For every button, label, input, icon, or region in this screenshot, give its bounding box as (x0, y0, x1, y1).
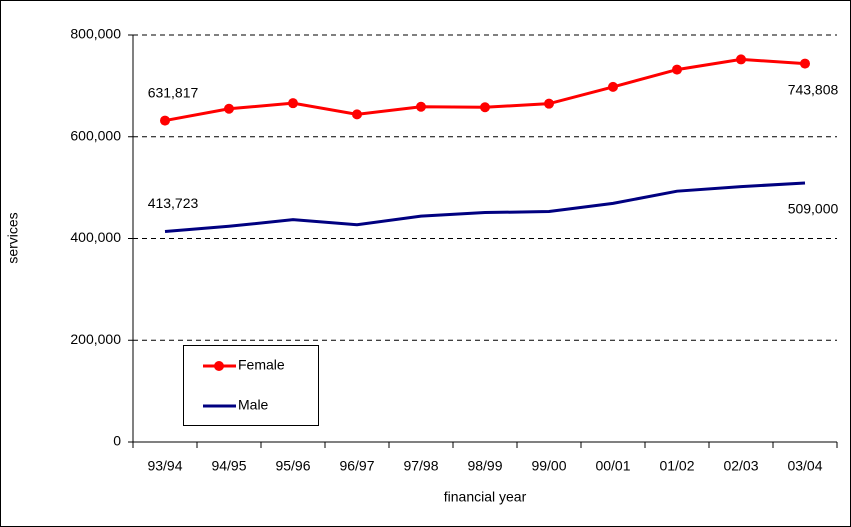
x-tick-label: 02/03 (723, 458, 758, 474)
series-line (164, 181, 806, 234)
x-tick-label: 03/04 (787, 458, 822, 474)
data-point (480, 102, 490, 113)
data-point (288, 98, 298, 109)
data-point (416, 101, 426, 112)
y-tick-label: 800,000 (70, 26, 121, 42)
x-tick-label: 01/02 (659, 458, 694, 474)
x-tick-label: 97/98 (403, 458, 438, 474)
legend-box (183, 345, 319, 426)
x-tick-label: 96/97 (339, 458, 374, 474)
y-tick-label: 600,000 (70, 127, 121, 143)
legend: Female Male (183, 345, 319, 426)
data-point (736, 54, 746, 65)
data-point (224, 103, 234, 114)
x-tick-label: 93/94 (147, 458, 182, 474)
y-tick-label: 200,000 (70, 331, 121, 347)
data-point (672, 64, 682, 75)
data-point (800, 58, 810, 69)
x-tick-label: 94/95 (211, 458, 246, 474)
legend-marker (214, 361, 224, 371)
data-label: 743,808 (788, 81, 839, 97)
data-point (544, 98, 554, 109)
x-tick-label: 95/96 (275, 458, 310, 474)
y-tick-label: 0 (113, 433, 121, 449)
x-tick-label: 99/00 (531, 458, 566, 474)
x-tick-label: 98/99 (467, 458, 502, 474)
data-point (352, 109, 362, 120)
data-label: 509,000 (788, 201, 839, 217)
legend-label: Male (238, 397, 269, 413)
y-tick-label: 400,000 (70, 229, 121, 245)
legend-label: Female (238, 357, 285, 373)
x-tick-label: 00/01 (595, 458, 630, 474)
data-point (608, 81, 618, 92)
x-axis-label: financial year (444, 489, 527, 505)
data-label: 413,723 (148, 195, 199, 211)
y-axis-label: services (5, 212, 21, 263)
data-point (160, 115, 170, 126)
data-label: 631,817 (148, 84, 199, 100)
